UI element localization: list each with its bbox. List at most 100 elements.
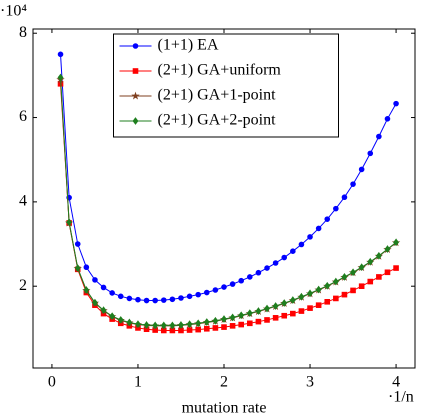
marker (332, 277, 339, 286)
y-scale-label: ·10⁴ (0, 3, 27, 20)
marker (135, 296, 141, 303)
marker (367, 150, 374, 157)
x-tick-label: 4 (392, 374, 400, 391)
y-tick-label: 6 (19, 108, 27, 125)
marker (307, 234, 313, 240)
marker (384, 116, 391, 122)
marker (203, 318, 210, 326)
marker (57, 73, 64, 82)
marker (83, 264, 90, 271)
marker (221, 324, 227, 330)
series-line (60, 77, 397, 326)
marker (247, 320, 253, 327)
marker (376, 133, 382, 140)
marker (238, 321, 245, 328)
marker (350, 268, 356, 277)
marker (358, 283, 365, 290)
marker (272, 315, 279, 321)
marker (315, 302, 322, 308)
marker (324, 216, 331, 222)
marker (307, 289, 313, 298)
marker (315, 225, 322, 232)
marker (109, 312, 116, 320)
marker (178, 321, 184, 329)
marker (169, 321, 176, 330)
marker (117, 293, 124, 300)
marker (178, 327, 184, 334)
y-tick-label: 8 (19, 24, 27, 41)
marker (341, 194, 348, 201)
marker (221, 315, 227, 323)
marker (126, 318, 133, 327)
marker (109, 290, 115, 296)
series-line (60, 54, 397, 302)
marker (131, 91, 140, 100)
marker (324, 281, 331, 290)
x-tick-label: 3 (306, 374, 314, 391)
marker (132, 43, 139, 49)
marker (152, 321, 159, 330)
marker (66, 218, 73, 226)
marker (384, 245, 391, 253)
marker (169, 296, 176, 303)
marker (160, 321, 167, 330)
marker (350, 181, 356, 187)
marker (358, 166, 365, 173)
marker (307, 305, 313, 311)
marker (152, 297, 158, 304)
marker (367, 278, 374, 285)
marker (246, 309, 253, 318)
marker (341, 273, 348, 281)
legend-label: (1+1) EA (158, 37, 219, 54)
marker (212, 316, 219, 325)
marker (264, 317, 270, 323)
marker (272, 260, 279, 266)
x-axis-label: mutation rate (182, 400, 267, 417)
x-tick-label: 0 (48, 374, 56, 391)
marker (132, 117, 139, 125)
marker (74, 264, 81, 272)
marker (290, 310, 296, 317)
marker (247, 274, 253, 280)
marker (264, 304, 270, 313)
marker (143, 321, 150, 329)
marker (221, 284, 227, 290)
marker (281, 254, 288, 261)
x-tick-label: 2 (220, 374, 228, 391)
marker (238, 311, 245, 320)
marker (186, 320, 193, 328)
marker (367, 257, 374, 266)
marker (229, 281, 236, 287)
marker (229, 313, 236, 322)
marker (92, 277, 98, 283)
marker (358, 263, 365, 272)
marker (203, 289, 210, 296)
legend-label: (2+1) GA+2-point (158, 112, 277, 129)
legend: (1+1) EA (2+1) GA+uniform (2+1) GA+1-point… (113, 33, 339, 138)
legend-label: (2+1) GA+uniform (158, 62, 282, 79)
marker (272, 302, 279, 310)
marker (238, 277, 245, 284)
series-line (60, 83, 397, 331)
marker (376, 274, 382, 280)
y-tick-label: 2 (19, 277, 27, 294)
marker (160, 297, 167, 303)
marker (384, 269, 391, 276)
marker (333, 295, 339, 302)
marker (255, 269, 262, 276)
x-tick-label: 1 (134, 374, 142, 391)
marker (315, 285, 322, 294)
marker (212, 287, 219, 293)
y-tick-label: 4 (19, 193, 27, 210)
marker (186, 293, 193, 300)
x-scale-label: ·1/n (388, 389, 414, 406)
marker (178, 295, 184, 301)
marker (212, 325, 219, 331)
marker (132, 68, 139, 74)
marker (195, 326, 201, 333)
marker (135, 320, 141, 328)
marker (333, 205, 339, 212)
marker (350, 287, 356, 294)
marker (92, 298, 98, 307)
